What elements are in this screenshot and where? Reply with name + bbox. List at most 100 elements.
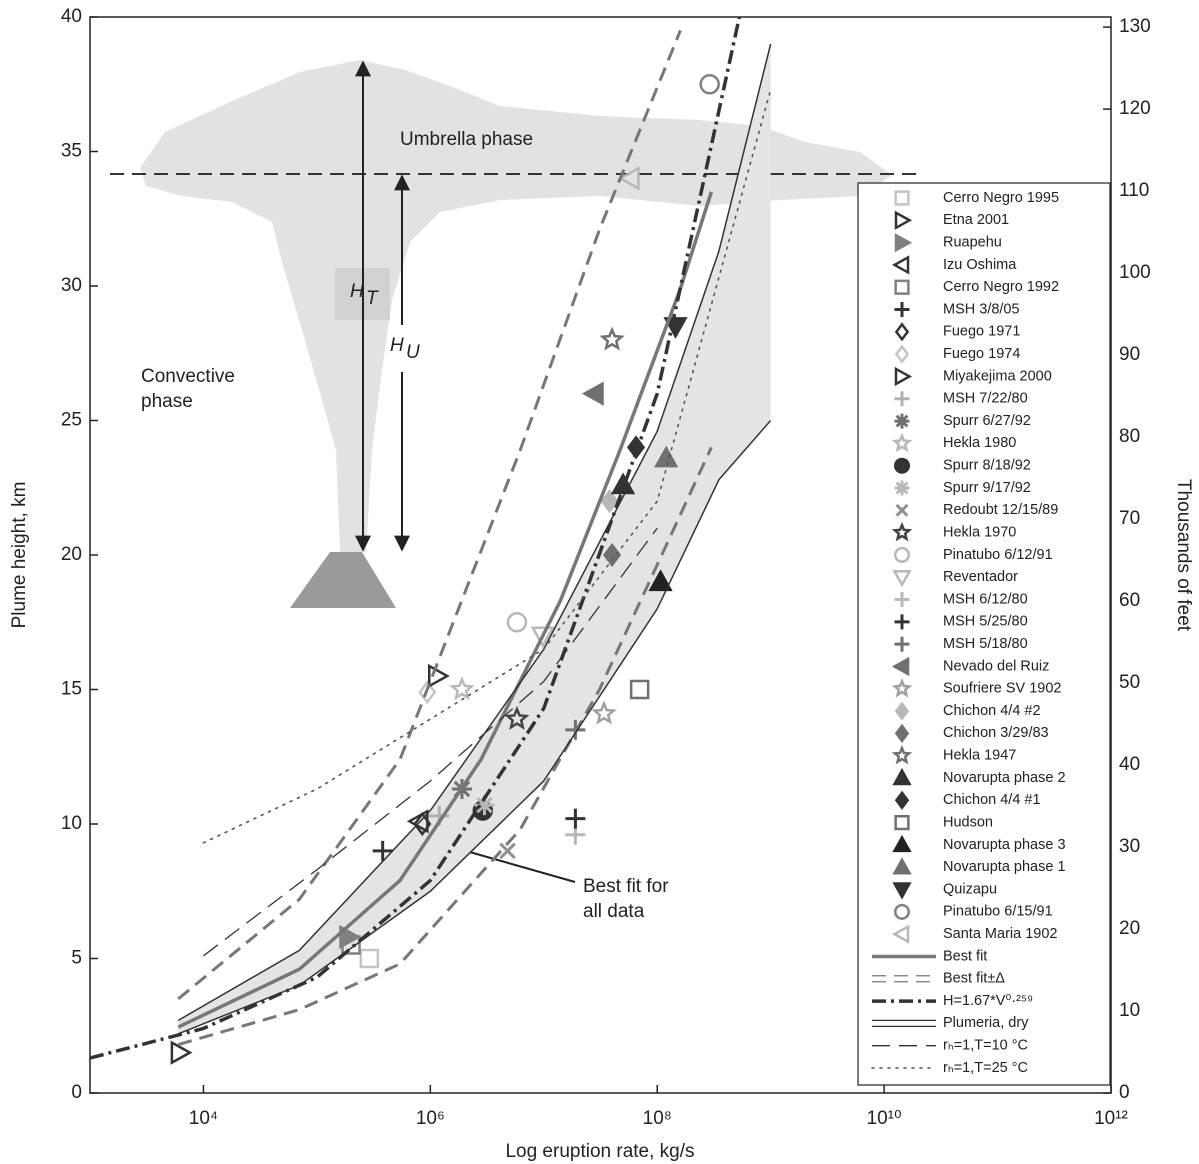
data-point	[499, 842, 516, 860]
legend-marker	[892, 834, 912, 853]
x-tick-label: 10¹²	[1094, 1108, 1128, 1129]
legend-label: Best fit±Δ	[943, 971, 1005, 987]
legend-marker	[894, 614, 910, 630]
legend-label: Chichon 4/4 #1	[943, 792, 1041, 808]
y2-axis-label: Thousands of feet	[1173, 479, 1194, 632]
legend-marker	[891, 521, 913, 542]
legend-marker	[894, 546, 911, 563]
legend-marker	[891, 744, 913, 765]
y2-tick-label: 90	[1119, 344, 1140, 365]
x-tick-label: 10⁸	[643, 1108, 672, 1129]
legend-marker	[894, 279, 910, 295]
x-tick-label: 10⁴	[189, 1108, 218, 1129]
legend-marker	[891, 678, 913, 698]
annotation: Umbrella phase	[400, 129, 533, 150]
legend-label: Novarupta phase 1	[943, 859, 1066, 875]
line	[177, 446, 713, 1047]
legend-label: MSH 7/22/80	[943, 391, 1028, 407]
legend-marker	[894, 636, 910, 652]
data-point	[699, 74, 720, 95]
legend-label: Spurr 9/17/92	[943, 480, 1031, 496]
y2-tick-label: 130	[1119, 16, 1151, 37]
legend-marker	[894, 480, 910, 496]
legend-label: MSH 6/12/80	[943, 591, 1028, 607]
legend-label: Quizapu	[943, 881, 997, 897]
line	[177, 29, 682, 1001]
legend-label: Nevado del Ruiz	[943, 658, 1049, 674]
data-point	[603, 542, 622, 568]
x-tick-label: 10⁶	[416, 1108, 445, 1129]
y-axis-label: Plume height, km	[9, 482, 30, 629]
legend-box	[857, 182, 1111, 1086]
y2-tick-label: 40	[1119, 754, 1140, 775]
legend-label: Plumeria, dry	[943, 1015, 1029, 1031]
y-tick-label: 35	[61, 141, 82, 162]
data-point	[506, 612, 528, 633]
legend-label: Izu Oshima	[943, 257, 1017, 273]
legend-label: Etna 2001	[943, 212, 1009, 228]
data-point	[600, 489, 619, 514]
y2-tick-label: 60	[1119, 590, 1140, 611]
legend-marker	[894, 723, 910, 743]
y-tick-label: 5	[71, 948, 82, 969]
legend-label: Reventador	[943, 569, 1018, 585]
legend-marker	[892, 569, 912, 588]
data-point	[372, 840, 393, 861]
legend-marker	[894, 701, 910, 721]
legend-marker	[894, 344, 910, 364]
data-point	[599, 326, 625, 351]
data-point	[449, 676, 475, 701]
x-tick-label: 10¹⁰	[867, 1108, 902, 1129]
line	[177, 191, 714, 1029]
annotation: T	[366, 288, 379, 309]
data-point	[654, 445, 679, 468]
legend-label: Hekla 1947	[943, 748, 1016, 764]
line	[203, 527, 658, 957]
shaded-band	[178, 43, 771, 1034]
legend-label: Fuego 1974	[943, 346, 1020, 362]
y2-tick-label: 70	[1119, 508, 1140, 529]
legend-label: Spurr 8/18/92	[943, 458, 1031, 474]
y2-tick-label: 10	[1119, 1000, 1140, 1021]
legend-marker	[895, 503, 909, 517]
legend-label: H=1.67*V⁰·²⁵⁹	[943, 993, 1033, 1009]
legend-label: Santa Maria 1902	[943, 926, 1057, 942]
legend-label: Pinatubo 6/12/91	[943, 547, 1053, 563]
vent	[290, 552, 396, 608]
legend-marker	[892, 857, 912, 875]
annotation: Convective	[141, 366, 235, 387]
legend-label: Novarupta phase 2	[943, 770, 1066, 786]
legend-label: MSH 3/8/05	[943, 301, 1020, 317]
data-point	[591, 700, 617, 725]
legend-marker	[894, 814, 910, 831]
data-point	[341, 935, 361, 955]
x-axis-label: Log eruption rate, kg/s	[505, 1141, 694, 1162]
legend-label: Pinatubo 6/15/91	[943, 904, 1053, 920]
legend-label: Soufriere SV 1902	[943, 681, 1062, 697]
y-tick-label: 15	[61, 679, 82, 700]
data-point	[418, 680, 437, 705]
legend-label: Fuego 1971	[943, 324, 1020, 340]
y2-tick-label: 80	[1119, 426, 1140, 447]
legend-marker	[894, 413, 910, 429]
data-point	[359, 948, 380, 969]
y2-tick-label: 120	[1119, 98, 1151, 119]
legend-marker	[894, 790, 910, 810]
data-point	[648, 569, 673, 592]
y-tick-label: 25	[61, 410, 82, 431]
data-point	[413, 811, 432, 837]
y2-tick-label: 50	[1119, 672, 1140, 693]
legend-label: MSH 5/18/80	[943, 636, 1028, 652]
legend-label: Best fit	[943, 948, 987, 964]
legend-marker	[894, 903, 911, 920]
data-point	[530, 626, 555, 649]
legend-label: rₕ=1,T=10 °C	[943, 1038, 1028, 1054]
legend-marker	[894, 322, 910, 342]
line	[177, 420, 772, 1035]
legend-label: Chichon 3/29/83	[943, 725, 1049, 741]
legend-label: Hekla 1970	[943, 524, 1016, 540]
data-point	[427, 663, 450, 689]
best-fit-arrow	[450, 843, 576, 883]
legend-marker	[894, 391, 910, 407]
legend-marker	[891, 432, 913, 453]
